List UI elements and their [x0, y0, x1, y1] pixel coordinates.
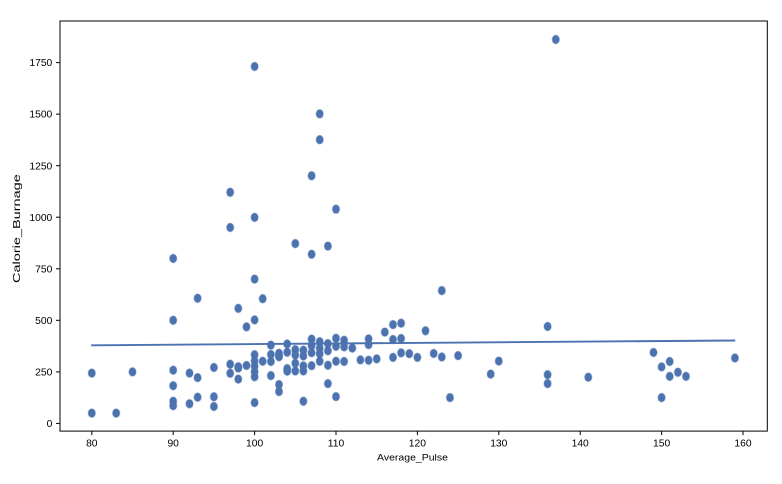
svg-text:750: 750 — [35, 264, 52, 275]
svg-text:100: 100 — [246, 439, 263, 450]
svg-text:Average_Pulse: Average_Pulse — [377, 453, 448, 463]
svg-text:120: 120 — [409, 439, 426, 450]
svg-text:140: 140 — [572, 439, 589, 450]
svg-text:250: 250 — [35, 368, 52, 379]
svg-text:130: 130 — [490, 439, 507, 450]
svg-text:1250: 1250 — [29, 161, 52, 172]
svg-text:110: 110 — [328, 439, 345, 450]
svg-text:0: 0 — [47, 419, 53, 430]
svg-text:500: 500 — [35, 316, 52, 327]
svg-text:1000: 1000 — [29, 213, 52, 224]
svg-text:90: 90 — [167, 439, 179, 450]
svg-text:Calorie_Burnage: Calorie_Burnage — [11, 174, 22, 283]
svg-text:160: 160 — [734, 439, 751, 450]
svg-text:80: 80 — [86, 439, 98, 450]
svg-text:150: 150 — [653, 439, 670, 450]
svg-text:1500: 1500 — [29, 110, 52, 121]
svg-text:1750: 1750 — [29, 58, 52, 69]
